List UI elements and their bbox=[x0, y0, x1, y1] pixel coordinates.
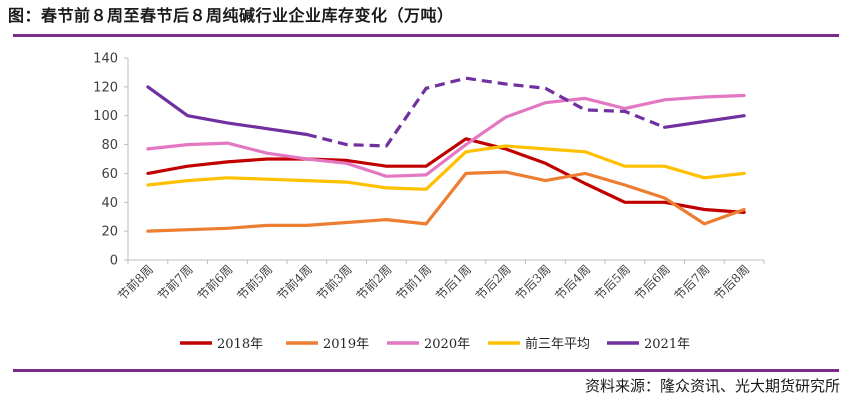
x-axis: 节前8周节前7周节前6周节前5周节前4周节前3周节前2周节前1周节后1周节后2周… bbox=[115, 259, 765, 303]
x-tick-label: 节前8周 bbox=[115, 262, 156, 303]
y-tick-label: 140 bbox=[93, 52, 118, 67]
series-line-2019 bbox=[146, 170, 746, 233]
series-line-2018 bbox=[146, 137, 746, 214]
x-tick-label: 节后8周 bbox=[711, 262, 752, 303]
x-tick-label: 节后5周 bbox=[592, 262, 633, 303]
x-tick-label: 节前3周 bbox=[313, 262, 354, 303]
y-tick-label: 80 bbox=[101, 138, 118, 153]
source-note: 资料来源：隆众资讯、光大期货研究所 bbox=[584, 377, 840, 395]
x-tick-label: 节前2周 bbox=[353, 262, 394, 303]
series-line-avg bbox=[146, 144, 746, 191]
y-tick-label: 120 bbox=[93, 80, 118, 95]
legend-label: 2020年 bbox=[424, 337, 470, 352]
series-line-2020 bbox=[146, 93, 746, 178]
x-tick-label: 节前4周 bbox=[274, 262, 315, 303]
x-tick-label: 节后6周 bbox=[632, 262, 673, 303]
legend-label: 2018年 bbox=[217, 337, 263, 352]
y-tick-label: 100 bbox=[93, 109, 118, 124]
legend-label: 2019年 bbox=[323, 337, 369, 352]
x-tick-label: 节前7周 bbox=[154, 262, 195, 303]
x-tick-label: 节后7周 bbox=[672, 262, 713, 303]
y-tick-label: 0 bbox=[110, 254, 118, 269]
y-tick-label: 20 bbox=[101, 225, 118, 240]
x-tick-label: 节前1周 bbox=[393, 262, 434, 303]
top-divider bbox=[13, 34, 839, 37]
x-tick-label: 节后3周 bbox=[513, 262, 554, 303]
series-line-2021-dashed bbox=[306, 76, 666, 148]
legend-label: 前三年平均 bbox=[525, 336, 590, 352]
y-tick-label: 40 bbox=[101, 196, 118, 211]
chart-title: 图：春节前８周至春节后８周纯碱行业企业库存变化（万吨） bbox=[8, 6, 454, 25]
legend: 2018年 2019年 2020年 前三年平均 2021年 bbox=[180, 336, 690, 352]
x-tick-label: 节后4周 bbox=[552, 262, 593, 303]
series-line-2021-solid-start bbox=[146, 85, 309, 137]
series-layer bbox=[146, 76, 746, 233]
x-tick-label: 节前5周 bbox=[234, 262, 275, 303]
series-line-2021-solid-end bbox=[663, 114, 746, 129]
x-tick-label: 节前6周 bbox=[194, 262, 235, 303]
y-axis: 0 20 40 60 80 100 120 140 bbox=[93, 52, 129, 269]
y-tick-label: 60 bbox=[101, 167, 118, 182]
x-tick-label: 节后2周 bbox=[473, 262, 514, 303]
bottom-divider bbox=[13, 369, 839, 372]
x-tick-label: 节后1周 bbox=[433, 262, 474, 303]
legend-label: 2021年 bbox=[644, 337, 690, 352]
